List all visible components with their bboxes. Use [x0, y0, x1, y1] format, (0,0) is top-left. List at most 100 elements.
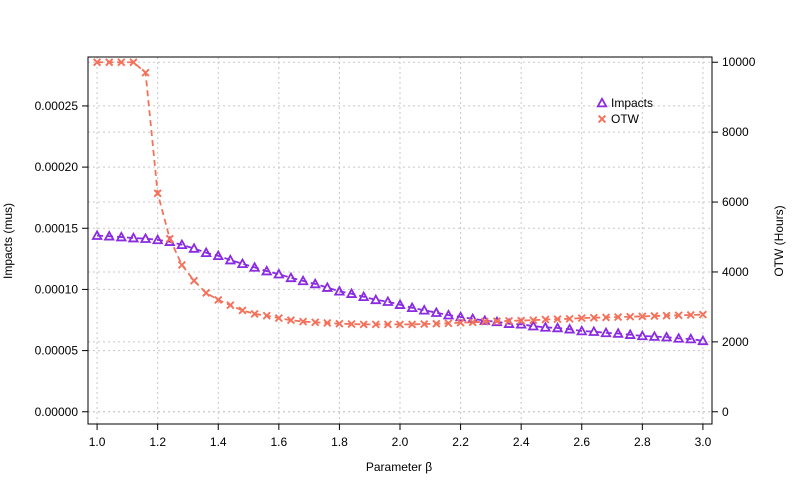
y-left-tick-label-1: 0.00005 [35, 344, 79, 358]
y-right-axis-title: OTW (Hours) [772, 205, 786, 276]
otw-point-38 [553, 315, 562, 324]
impacts-point-4 [139, 232, 152, 243]
legend-marker-otw [597, 114, 607, 124]
otw-point-21 [347, 319, 356, 329]
otw-point-37 [541, 315, 550, 324]
impacts-point-50 [697, 334, 709, 346]
impacts-point-36 [527, 320, 540, 331]
otw-point-12 [238, 306, 247, 315]
otw-point-27 [420, 319, 429, 329]
otw-point-23 [371, 320, 380, 329]
otw-point-15 [274, 314, 283, 323]
impacts-point-12 [236, 257, 249, 269]
impacts-point-30 [454, 310, 467, 322]
y-left-axis-title: Impacts (mus) [1, 203, 15, 279]
impacts-point-45 [636, 329, 649, 341]
impacts-point-8 [188, 242, 200, 253]
x-tick-label-2: 1.4 [210, 435, 227, 449]
x-tick-label-4: 1.8 [331, 435, 348, 449]
otw-point-3 [129, 58, 138, 67]
otw-point-33 [492, 317, 502, 326]
x-tick-label-0: 1.0 [89, 435, 106, 449]
impacts-point-16 [285, 271, 297, 283]
otw-point-5 [153, 189, 162, 198]
impacts-point-14 [260, 265, 273, 276]
ticks: 1.0 1.2 1.4 1.6 1.8 2.0 2.2 2.4 2.6 2.8 3.0 0.00000… [35, 55, 756, 449]
impacts-point-18 [309, 277, 321, 289]
impacts-point-43 [612, 327, 624, 338]
plot-series [91, 58, 709, 346]
otw-point-41 [589, 313, 598, 322]
otw-point-8 [189, 276, 199, 285]
legend: Impacts OTW [596, 96, 653, 126]
impacts-point-25 [394, 298, 406, 309]
series-otw [93, 58, 707, 329]
legend-label-otw: OTW [611, 112, 640, 126]
impacts-point-0 [91, 229, 103, 240]
otw-point-6 [165, 234, 174, 243]
impacts-point-19 [321, 281, 334, 292]
legend-label-impacts: Impacts [611, 96, 653, 110]
otw-point-34 [504, 316, 514, 325]
impacts-point-24 [382, 295, 394, 306]
otw-point-22 [359, 320, 368, 329]
y-right-tick-label-5: 10000 [722, 55, 756, 69]
otw-point-44 [626, 312, 635, 321]
otw-point-14 [262, 311, 271, 320]
otw-point-19 [323, 318, 332, 328]
impacts-point-22 [357, 290, 370, 302]
impacts-point-48 [672, 332, 685, 343]
x-tick-label-7: 2.4 [513, 435, 530, 449]
otw-point-1 [105, 58, 114, 67]
impacts-point-5 [151, 233, 164, 245]
y-right-tick-label-0: 0 [722, 405, 729, 419]
legend-cross-icon [597, 114, 607, 124]
x-tick-label-1: 1.2 [149, 435, 166, 449]
impacts-point-2 [115, 231, 128, 242]
y-left-tick-label-4: 0.00020 [35, 160, 79, 174]
legend-triangle-icon [596, 96, 608, 108]
impacts-point-39 [563, 323, 576, 334]
otw-point-17 [298, 317, 308, 326]
impacts-point-21 [345, 287, 358, 298]
impacts-point-29 [442, 309, 455, 320]
impacts-point-11 [224, 254, 237, 265]
impacts-point-9 [200, 246, 212, 257]
x-tick-label-9: 2.8 [634, 435, 651, 449]
x-tick-label-10: 3.0 [695, 435, 712, 449]
x-tick-label-5: 2.0 [392, 435, 409, 449]
x-axis-title: Parameter β [366, 460, 432, 474]
otw-point-28 [432, 319, 441, 328]
otw-point-18 [311, 318, 320, 327]
otw-point-29 [444, 319, 453, 328]
otw-point-20 [335, 319, 344, 328]
otw-point-47 [662, 311, 671, 320]
impacts-point-49 [685, 332, 697, 344]
otw-point-31 [468, 318, 477, 327]
impacts-point-47 [660, 331, 673, 342]
otw-point-32 [480, 317, 489, 326]
otw-point-10 [214, 295, 223, 304]
impacts-point-46 [648, 330, 661, 341]
impacts-point-41 [588, 325, 600, 336]
otw-point-39 [565, 314, 574, 323]
impacts-point-7 [176, 238, 188, 250]
otw-point-26 [408, 320, 417, 329]
otw-point-35 [517, 316, 526, 325]
otw-point-2 [117, 58, 126, 67]
impacts-point-23 [370, 293, 382, 305]
otw-point-43 [614, 312, 623, 322]
otw-point-9 [202, 288, 211, 298]
otw-point-16 [286, 316, 296, 325]
impacts-point-28 [430, 306, 443, 317]
y-left-tick-label-0: 0.00000 [35, 405, 79, 419]
x-tick-label-3: 1.6 [270, 435, 287, 449]
otw-point-25 [395, 320, 405, 329]
impacts-point-42 [600, 326, 612, 338]
otw-point-49 [686, 310, 695, 320]
y-right-tick-label-4: 8000 [722, 125, 749, 139]
y-right-tick-label-1: 2000 [722, 335, 749, 349]
y-right-tick-label-2: 4000 [722, 265, 749, 279]
otw-point-48 [674, 311, 683, 320]
